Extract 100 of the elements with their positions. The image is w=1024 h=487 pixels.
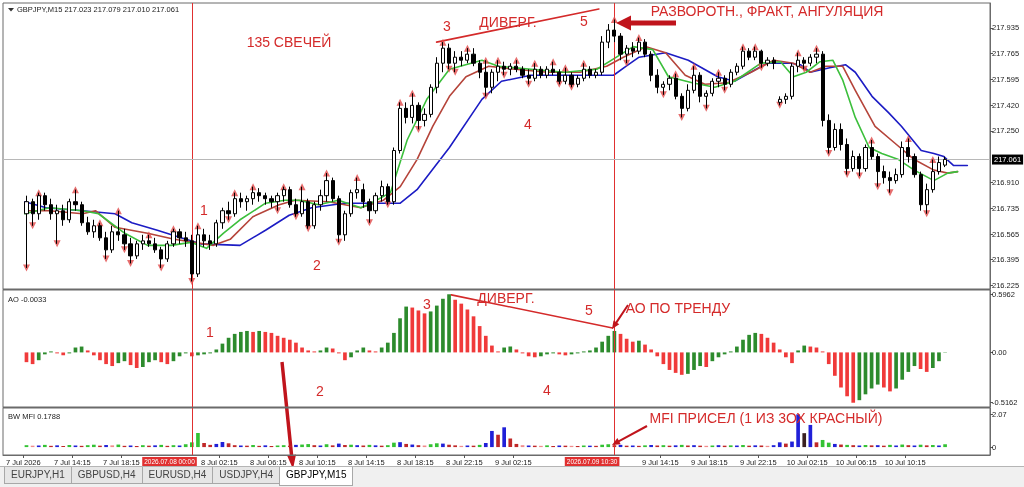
bar (251, 331, 255, 353)
bar (159, 444, 164, 448)
candlestick (643, 38, 647, 58)
candlestick (649, 50, 653, 82)
bar (845, 352, 849, 397)
candlestick (165, 240, 169, 263)
bar (931, 445, 935, 448)
bar (306, 444, 311, 448)
annotation: 2 (316, 383, 325, 399)
candlestick (251, 186, 255, 206)
bar (698, 352, 702, 367)
bar (777, 442, 782, 448)
bar (741, 339, 745, 353)
candlestick (716, 71, 721, 88)
candlestick (753, 46, 757, 61)
bar (208, 444, 213, 448)
bar (655, 352, 660, 357)
tab: EURUSD,H4 (141, 467, 214, 484)
candlestick (294, 198, 298, 218)
candlestick (190, 234, 194, 282)
candlestick (900, 140, 904, 179)
bar (165, 352, 170, 365)
bar (434, 443, 439, 448)
candlestick (778, 95, 782, 106)
bar (61, 352, 66, 356)
bar (637, 340, 641, 353)
candlestick (312, 201, 316, 230)
candlestick (631, 41, 635, 58)
bar (826, 442, 831, 448)
candlestick (833, 122, 837, 152)
bar (483, 442, 488, 448)
bar (294, 342, 298, 353)
annotation: 1 (206, 324, 215, 340)
bar (704, 352, 709, 368)
bar (924, 352, 929, 372)
bar (851, 352, 856, 403)
bar (649, 445, 653, 448)
candlestick (55, 204, 59, 245)
bar (784, 352, 788, 358)
bar (159, 352, 164, 363)
bar (679, 444, 684, 448)
annotation: 135 СВЕЧЕЙ (246, 33, 332, 50)
bar (36, 352, 41, 361)
candlestick (931, 159, 935, 194)
candlestick (104, 231, 108, 260)
candlestick (894, 168, 898, 185)
candlestick (257, 187, 261, 203)
bar (428, 311, 433, 353)
bar (434, 305, 439, 353)
bar (441, 298, 445, 353)
tab: GBPJPY,M15 (279, 467, 354, 486)
annotation: 5 (585, 302, 594, 318)
candlestick (43, 192, 47, 212)
candlestick (729, 68, 733, 88)
candlestick (484, 59, 488, 97)
bar (839, 352, 843, 388)
bar (790, 352, 794, 364)
bar (43, 444, 47, 448)
candlestick (380, 180, 384, 203)
annotation: 1 (200, 202, 209, 218)
candlestick (429, 83, 433, 118)
candlestick (741, 46, 745, 70)
bar (630, 341, 635, 353)
candlestick (208, 234, 212, 251)
bar (349, 352, 353, 358)
bar (98, 352, 102, 361)
candlestick (539, 65, 543, 79)
candlestick (337, 195, 341, 243)
bar (735, 346, 739, 353)
candlestick (73, 189, 78, 212)
tab: USDJPY,H4 (212, 467, 281, 484)
candlestick (98, 222, 102, 242)
candlestick (569, 71, 574, 88)
bar (483, 335, 488, 353)
candlestick (306, 198, 310, 230)
bar (679, 352, 684, 375)
bar (92, 352, 96, 356)
candlestick (655, 68, 659, 94)
bar (802, 433, 807, 448)
candlestick (159, 246, 163, 269)
bar (134, 352, 139, 368)
candlestick (533, 62, 537, 82)
bar (441, 443, 445, 448)
candlestick (845, 137, 849, 176)
candlestick (202, 228, 206, 248)
candlestick (398, 101, 402, 155)
candlestick (925, 183, 929, 215)
annotation: ДИВЕРГ. (477, 290, 535, 306)
annotation: 5 (580, 13, 589, 29)
bar (943, 444, 947, 448)
annotation: 3 (443, 18, 452, 34)
bar (392, 442, 396, 448)
bar (686, 352, 690, 374)
bar (245, 330, 249, 353)
candlestick (67, 198, 71, 224)
candlestick (839, 122, 843, 152)
bar (196, 433, 200, 448)
bar (141, 352, 145, 368)
candlestick (680, 92, 684, 118)
bar (875, 352, 880, 385)
